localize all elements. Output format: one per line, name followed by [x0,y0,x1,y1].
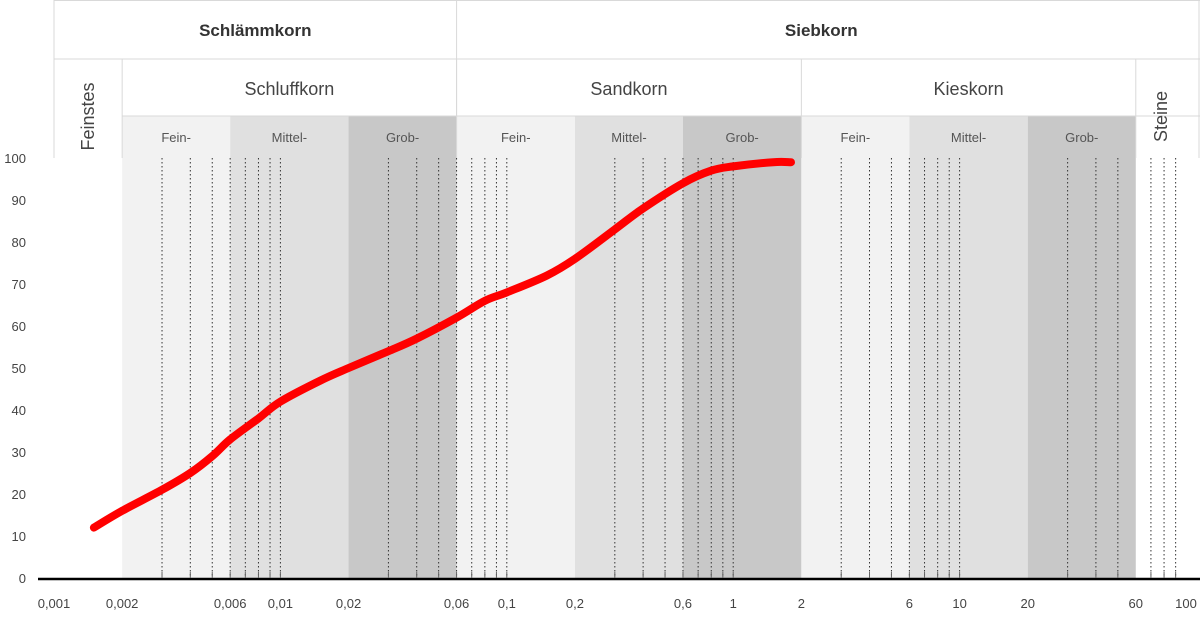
x-tick-label-3: 0,01 [268,596,293,611]
band-label-2: Grob- [386,130,419,145]
band-1 [230,116,349,578]
x-tick-label-5: 0,06 [444,596,469,611]
band-7 [909,116,1028,578]
band-6 [801,116,910,578]
x-tick-label-14: 60 [1129,596,1143,611]
header-top-label-0: Schlämmkorn [199,21,311,40]
y-tick-label-6: 60 [12,319,26,334]
x-tick-label-4: 0,02 [336,596,361,611]
y-tick-label-4: 40 [12,403,26,418]
header-mid-label-1: Schluffkorn [245,79,335,99]
x-tick-label-6: 0,1 [498,596,516,611]
series-line-0 [89,157,795,532]
band-label-8: Grob- [1065,130,1098,145]
x-tick-label-0: 0,001 [38,596,71,611]
fraction-header: Fein- Mittel- Grob- Fein- Mittel- Grob- Fein- M… [53,0,1200,158]
band-5 [682,116,802,578]
band-4 [574,116,683,578]
header-mid-label-2: Sandkorn [590,79,667,99]
x-tick-label-2: 0,006 [214,596,247,611]
y-tick-label-9: 90 [12,193,26,208]
band-8 [1027,116,1136,578]
band-label-5: Grob- [726,130,759,145]
x-tick-label-12: 10 [952,596,966,611]
band-label-0: Fein- [161,130,191,145]
x-tick-label-8: 0,6 [674,596,692,611]
y-tick-label-1: 10 [12,529,26,544]
axes: 0 10 20 30 40 50 60 70 80 90 100 0,001 0,002 0,006 0,0… [4,151,1200,611]
header-mid-label-4: Steine [1151,91,1171,142]
y-tick-label-7: 70 [12,277,26,292]
x-tick-label-13: 20 [1021,596,1035,611]
band-label-4: Mittel- [611,130,646,145]
band-0 [122,116,231,578]
x-tick-label-11: 6 [906,596,913,611]
x-tick-label-9: 1 [730,596,737,611]
x-tick-label-15: 100 [1175,596,1197,611]
band-label-1: Mittel- [272,130,307,145]
band-label-7: Mittel- [951,130,986,145]
band-3 [456,116,575,578]
fraction-bands [122,116,1136,578]
header-mid-label-3: Kieskorn [934,79,1004,99]
y-tick-label-8: 80 [12,235,26,250]
series-layer [89,157,795,532]
band-label-3: Fein- [501,130,531,145]
y-tick-label-3: 30 [12,445,26,460]
x-tick-label-10: 2 [798,596,805,611]
x-tick-label-1: 0,002 [106,596,139,611]
y-tick-label-0: 0 [19,571,26,586]
header-top-label-1: Siebkorn [785,21,858,40]
x-tick-label-7: 0,2 [566,596,584,611]
y-tick-label-2: 20 [12,487,26,502]
header-mid-label-0: Feinstes [78,82,98,150]
y-tick-label-5: 50 [12,361,26,376]
y-tick-label-10: 100 [4,151,26,166]
band-label-6: Fein- [841,130,871,145]
